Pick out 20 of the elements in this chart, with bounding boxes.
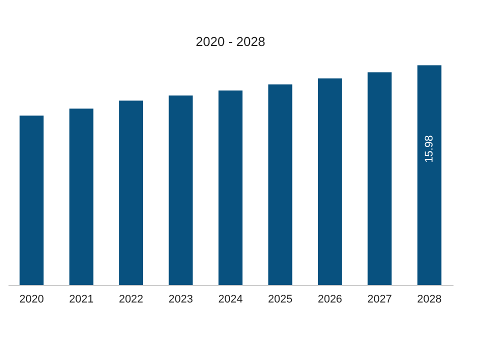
- bar: [20, 116, 44, 285]
- x-tick-label: 2024: [218, 294, 243, 306]
- x-tick-label: 2022: [118, 294, 144, 306]
- x-tick-label: 2025: [268, 294, 292, 306]
- bar: [69, 108, 94, 285]
- bar: [119, 100, 144, 285]
- chart-title: 2020 - 2028: [196, 34, 266, 49]
- bar: [318, 78, 342, 285]
- x-tick-label: 2027: [367, 294, 392, 306]
- bar: [368, 72, 392, 285]
- bar: [268, 84, 292, 285]
- bar: [168, 96, 193, 285]
- bar: [218, 90, 242, 285]
- data-label: 15.98: [423, 135, 436, 163]
- x-tick-label: 2023: [168, 294, 194, 306]
- bar: [417, 65, 442, 285]
- x-tick-label: 2026: [318, 294, 342, 306]
- x-tick-label: 2028: [417, 294, 442, 306]
- x-tick-label: 2020: [19, 294, 44, 306]
- x-tick-label: 2021: [69, 294, 94, 306]
